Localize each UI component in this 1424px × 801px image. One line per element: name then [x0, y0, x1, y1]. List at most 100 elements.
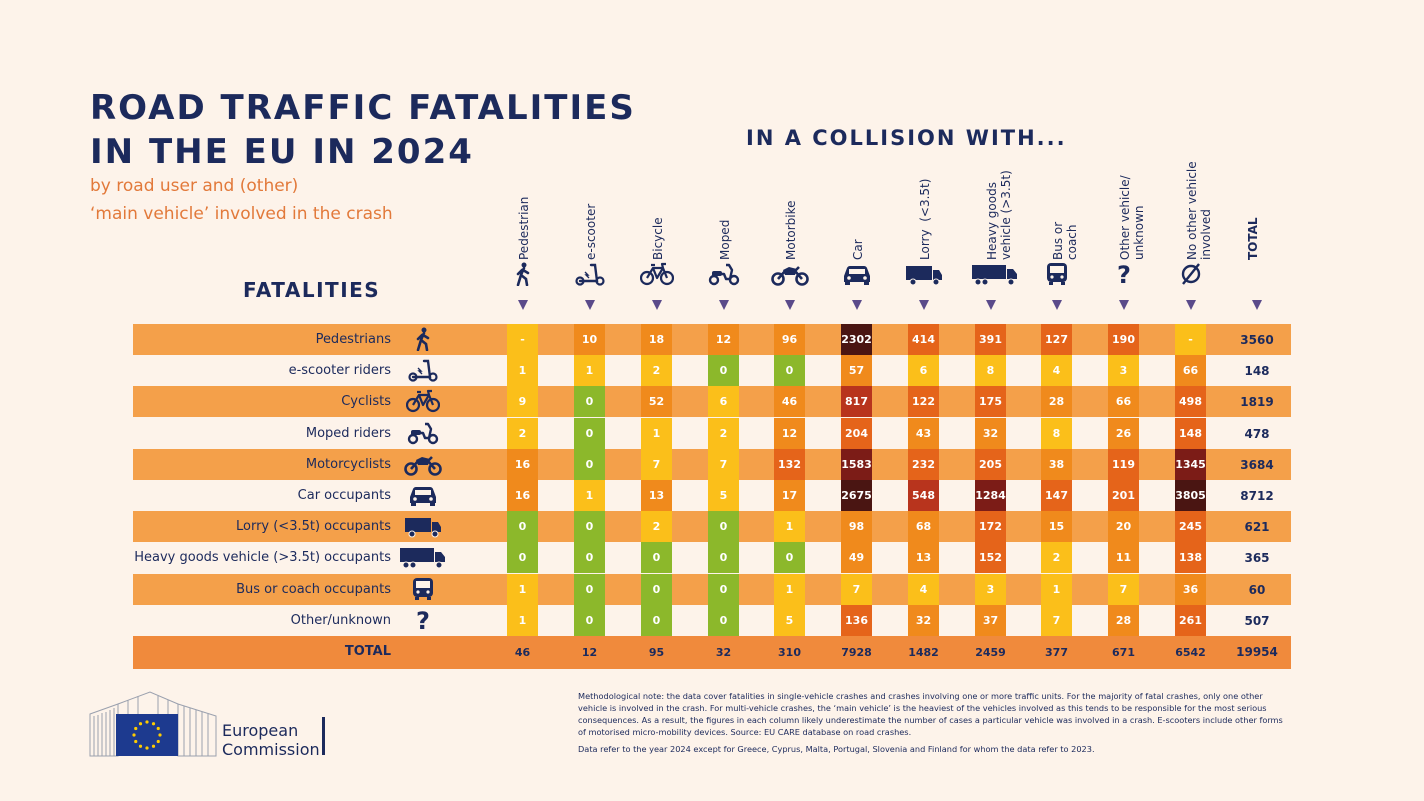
heatmap-cell: 4	[908, 573, 939, 605]
heatmap-cell: 38	[1041, 448, 1072, 480]
heatmap-cell: 16	[507, 448, 538, 480]
heatmap-cell: 9	[507, 386, 538, 418]
row-label: Moped riders	[305, 425, 391, 441]
eu-star-icon	[134, 739, 138, 744]
total-cell: 12	[581, 646, 598, 659]
heatmap-cell: 119	[1108, 448, 1139, 480]
heatmap-cell: 201	[1108, 480, 1139, 511]
total-cell: 2459	[975, 646, 1006, 659]
heatmap-cell: 7	[841, 573, 872, 605]
down-arrow-icon	[785, 300, 795, 310]
eu-star-icon	[158, 733, 162, 737]
heatmap-cell: 37	[975, 604, 1006, 636]
title-line-2: IN THE EU IN 2024	[90, 132, 474, 172]
fatalities-label: FATALITIES	[243, 278, 381, 302]
methodological-note: Methodological note: the data cover fata…	[578, 691, 1283, 737]
heatmap-cell: 1	[507, 573, 538, 605]
heatmap-cell: 0	[574, 417, 605, 449]
total-cell: 377	[1045, 646, 1068, 659]
heatmap-cell: 548	[908, 480, 939, 511]
heatmap-cell: 205	[975, 448, 1006, 480]
svg-text:?: ?	[416, 608, 430, 632]
heatmap-cell: 0	[708, 355, 739, 387]
row-label: Lorry (<3.5t) occupants	[235, 519, 391, 535]
heatmap-cell: 2302	[841, 324, 872, 355]
heatmap-cell: 152	[975, 542, 1006, 574]
european-commission-logo	[88, 690, 218, 762]
question-mark-icon: ?	[398, 607, 448, 636]
column-header: Bicycle	[645, 140, 685, 260]
total-cell: 310	[778, 646, 801, 659]
heatmap-cell: 0	[708, 604, 739, 636]
eu-star-icon	[138, 744, 143, 748]
heatmap-cell: 2675	[841, 480, 872, 511]
total-cell: 6542	[1175, 646, 1206, 659]
heatmap-cell: 148	[1175, 417, 1206, 449]
total-row-label: TOTAL	[344, 644, 391, 659]
down-arrow-icon	[852, 300, 862, 310]
row-label: e-scooter riders	[288, 363, 391, 379]
pedestrian-icon	[398, 327, 448, 355]
heatmap-cell: 16	[507, 480, 538, 511]
total-cell: 7928	[841, 646, 872, 659]
column-header-label: Other vehicle/ unknown	[1118, 175, 1146, 260]
eu-star-icon	[151, 722, 156, 726]
eu-star-icon	[132, 733, 136, 737]
bus-icon	[398, 577, 448, 605]
column-header: Other vehicle/ unknown	[1112, 140, 1152, 260]
heatmap-cell: -	[1175, 324, 1206, 355]
lorry-icon	[904, 262, 944, 292]
eu-star-icon	[156, 739, 160, 744]
heatmap-cell: 20	[1108, 511, 1139, 543]
heatmap-cell: 0	[708, 511, 739, 543]
row-label: Other/unknown	[290, 612, 391, 628]
heatmap-cell: 817	[841, 386, 872, 418]
heatmap-cell: 28	[1041, 386, 1072, 418]
column-header-label: Pedestrian	[517, 196, 531, 260]
heatmap-cell: 1345	[1175, 448, 1206, 480]
heatmap-cell: 1	[1041, 573, 1072, 605]
heatmap-cell: 4	[1041, 355, 1072, 387]
column-header: Motorbike	[778, 140, 818, 260]
heatmap-cell: 1284	[975, 480, 1006, 511]
car-icon	[398, 483, 448, 511]
e-scooter-icon	[570, 262, 610, 292]
heatmap-cell: 2	[708, 417, 739, 449]
heatmap-cell: 498	[1175, 386, 1206, 418]
heatmap-cell: 28	[1108, 604, 1139, 636]
column-header-label: Moped	[718, 219, 732, 260]
heatmap-cell: 52	[641, 386, 672, 418]
total-column-header: TOTAL	[1240, 140, 1280, 260]
heatmap-cell: 0	[641, 573, 672, 605]
ec-building-icon	[89, 691, 217, 757]
bicycle-icon	[637, 262, 677, 292]
column-header: Heavy goods vehicle (>3.5t)	[979, 140, 1019, 260]
column-header-label: Lorry (<3.5t)	[918, 178, 932, 260]
bus-icon	[1037, 262, 1077, 292]
column-header-label: No other vehicle involved	[1185, 161, 1213, 260]
page-title: ROAD TRAFFIC FATALITIES IN THE EU IN 202…	[90, 86, 636, 174]
row-total: 1819	[1240, 395, 1274, 410]
row-label: Pedestrians	[315, 332, 391, 347]
column-header-label: e-scooter	[584, 203, 598, 260]
car-icon	[837, 262, 877, 292]
heavy-goods-vehicle-icon	[971, 262, 1017, 292]
down-arrow-icon	[1186, 300, 1196, 310]
grand-total: 19954	[1236, 645, 1278, 659]
heatmap-cell: 0	[708, 573, 739, 605]
heatmap-cell: 3	[975, 573, 1006, 605]
subtitle-line-2: ‘main vehicle’ involved in the crash	[90, 204, 393, 224]
collision-label: IN A COLLISION WITH...	[746, 126, 1067, 150]
heatmap-cell: 98	[841, 511, 872, 543]
row-label: Heavy goods vehicle (>3.5t) occupants	[134, 550, 391, 566]
heatmap-cell: 66	[1108, 386, 1139, 418]
ec-logo-divider	[322, 717, 325, 755]
heatmap-cell: 1	[641, 417, 672, 449]
bicycle-icon	[398, 389, 448, 417]
heatmap-cell: 49	[841, 542, 872, 574]
down-arrow-icon	[1052, 300, 1062, 310]
svg-text:?: ?	[1117, 262, 1131, 286]
eu-star-icon	[151, 744, 156, 748]
down-arrow-icon	[518, 300, 528, 310]
heatmap-cell: 96	[774, 324, 805, 355]
